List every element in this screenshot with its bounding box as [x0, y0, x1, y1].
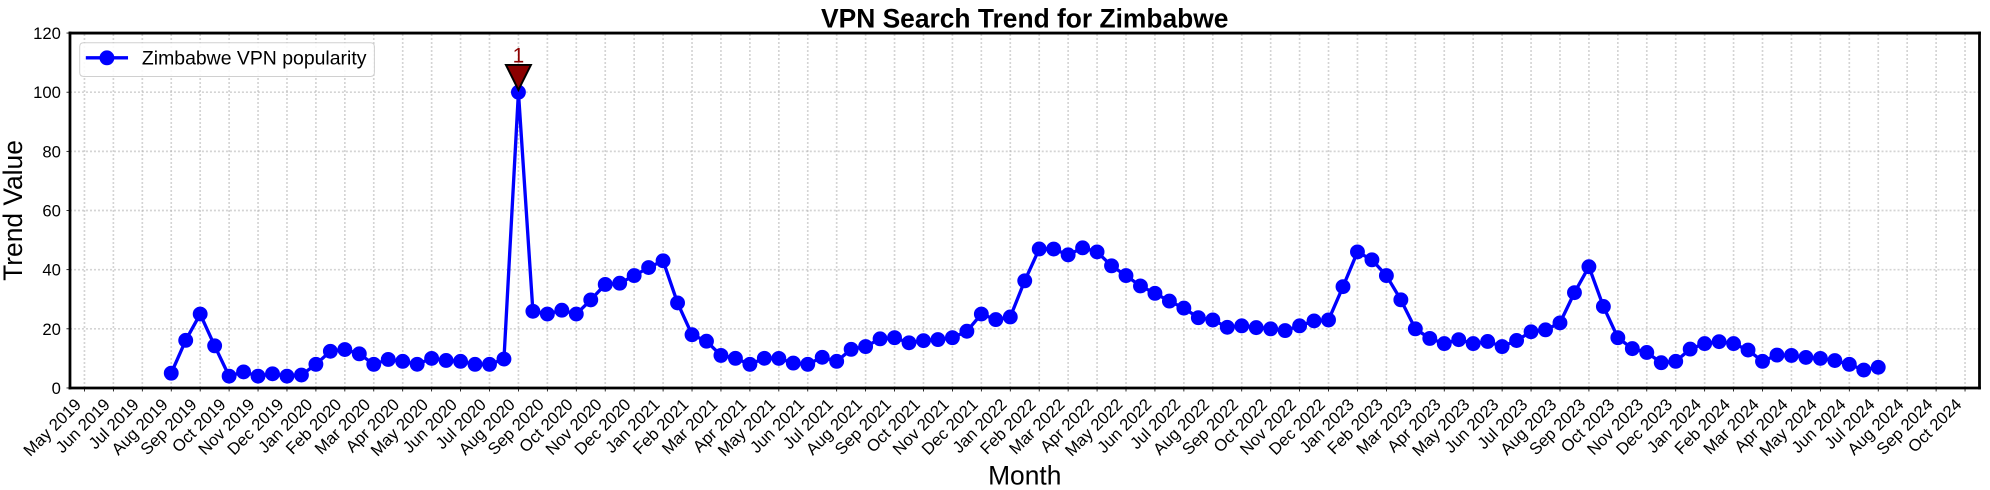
- svg-text:0: 0: [52, 379, 61, 398]
- svg-text:Month: Month: [988, 460, 1061, 490]
- svg-text:VPN Search Trend for Zimbabwe: VPN Search Trend for Zimbabwe: [821, 4, 1228, 34]
- svg-text:60: 60: [42, 202, 61, 221]
- svg-text:80: 80: [42, 142, 61, 161]
- svg-text:100: 100: [33, 83, 61, 102]
- svg-text:Trend Value: Trend Value: [0, 140, 28, 281]
- svg-text:40: 40: [42, 261, 61, 280]
- svg-text:Zimbabwe VPN popularity: Zimbabwe VPN popularity: [142, 48, 367, 70]
- svg-text:120: 120: [33, 24, 61, 43]
- svg-text:20: 20: [42, 320, 61, 339]
